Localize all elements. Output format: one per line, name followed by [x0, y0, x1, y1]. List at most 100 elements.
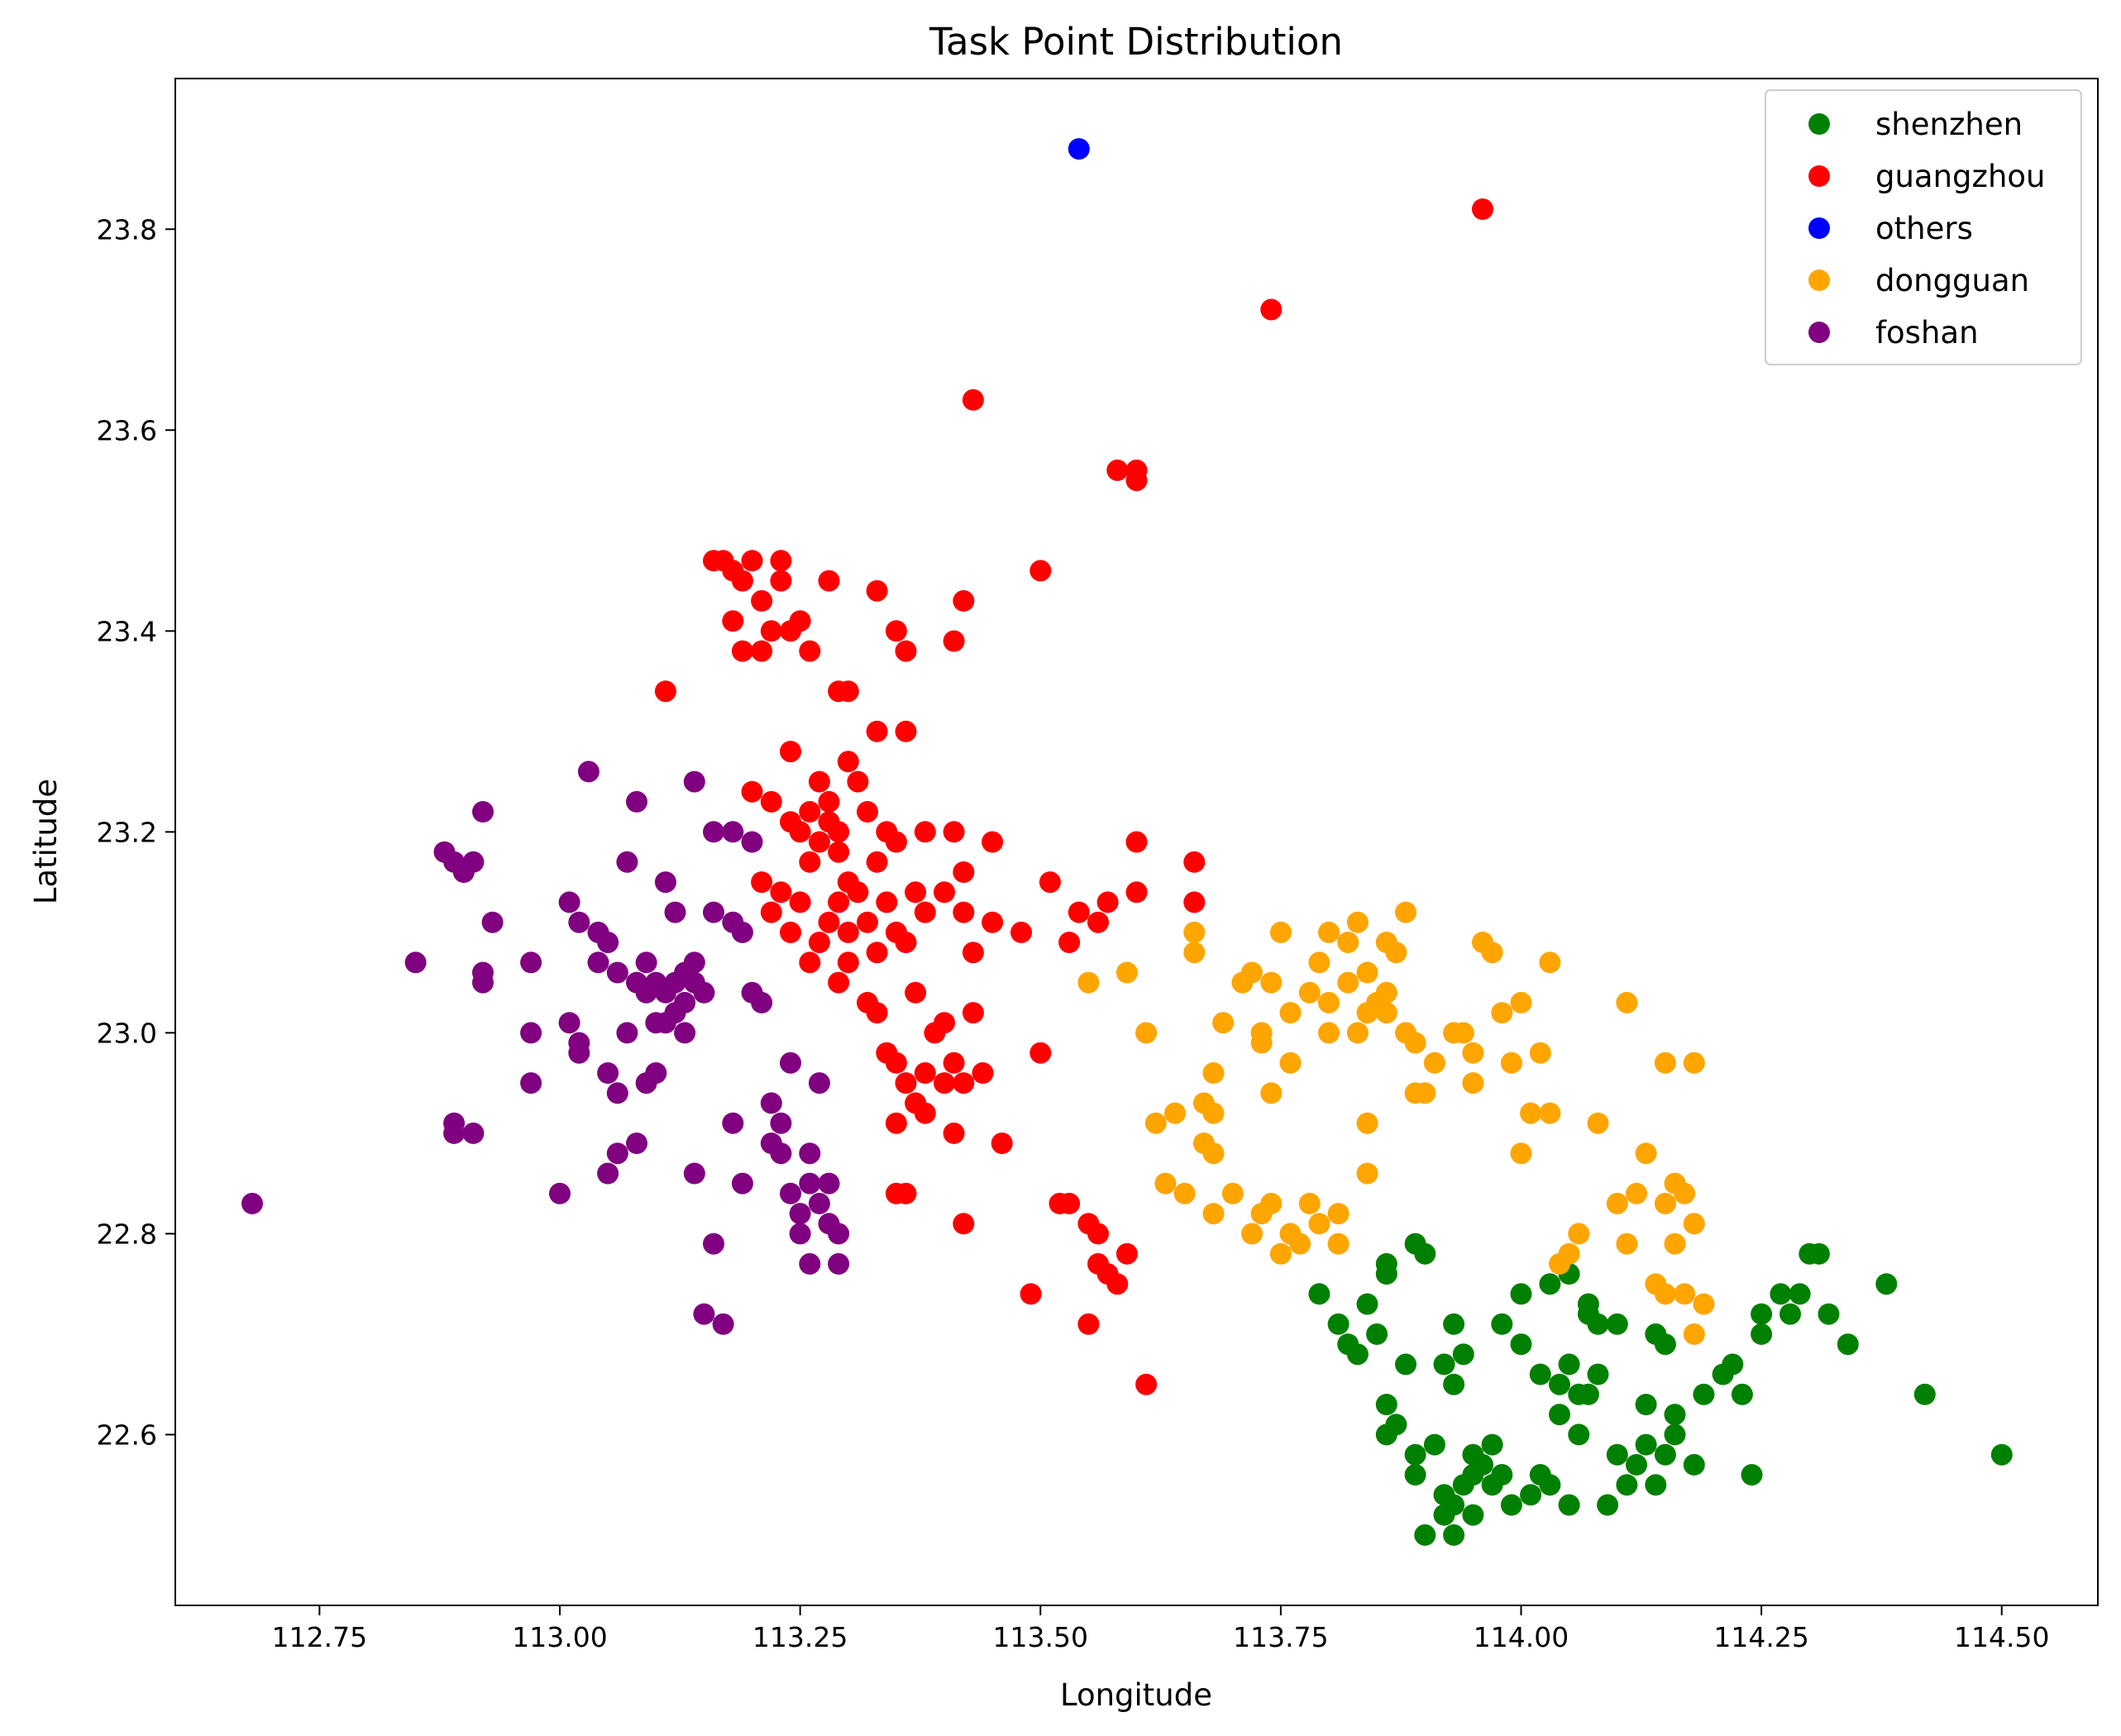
guangzhou-point: [895, 932, 917, 953]
dongguan-point: [1491, 1002, 1513, 1024]
dongguan-point: [1616, 1233, 1638, 1255]
foshan-point: [645, 1062, 667, 1084]
guangzhou-point: [866, 579, 888, 602]
guangzhou-point: [885, 1112, 907, 1134]
x-tick-label: 113.50: [993, 1621, 1088, 1653]
shenzhen-point: [1443, 1373, 1465, 1395]
dongguan-point: [1164, 1102, 1186, 1124]
dongguan-point: [1404, 1032, 1426, 1054]
foshan-point: [558, 891, 580, 913]
dongguan-point: [1202, 1062, 1225, 1084]
dongguan-point: [1683, 1213, 1705, 1235]
points-layer: [241, 138, 2013, 1546]
dongguan-point: [1539, 951, 1561, 974]
dongguan-point: [1318, 991, 1340, 1013]
foshan-point: [664, 1002, 686, 1024]
shenzhen-point: [1510, 1333, 1532, 1356]
dongguan-point: [1462, 1072, 1484, 1095]
guangzhou-point: [741, 550, 763, 572]
dongguan-point: [1587, 1112, 1609, 1134]
shenzhen-point: [1549, 1373, 1570, 1395]
guangzhou-point: [808, 932, 830, 953]
dongguan-point: [1481, 942, 1503, 964]
guangzhou-point: [934, 1012, 955, 1034]
shenzhen-point: [1520, 1484, 1542, 1506]
guangzhou-point: [760, 901, 782, 923]
foshan-point: [808, 1192, 830, 1214]
guangzhou-point: [1125, 881, 1148, 904]
guangzhou-point: [914, 1102, 936, 1124]
dongguan-point: [1241, 961, 1263, 984]
shenzhen-point: [1818, 1303, 1840, 1325]
x-axis-label: Longitude: [1060, 1677, 1212, 1713]
guangzhou-point: [799, 951, 821, 974]
foshan-point: [683, 971, 705, 994]
shenzhen-point: [1645, 1474, 1667, 1496]
guangzhou-point: [780, 921, 801, 943]
guangzhou-point: [741, 780, 763, 803]
foshan-point: [664, 901, 686, 923]
guangzhou-point: [828, 971, 850, 994]
dongguan-point: [1462, 1042, 1484, 1064]
dongguan-point: [1173, 1182, 1196, 1204]
shenzhen-point: [1654, 1333, 1676, 1356]
dongguan-point: [1202, 1102, 1225, 1124]
shenzhen-point: [1990, 1443, 2013, 1466]
dongguan-point: [1318, 921, 1340, 943]
guangzhou-point: [799, 851, 821, 873]
series-dongguan: [1077, 901, 1715, 1345]
y-tick-label: 23.6: [97, 414, 157, 446]
foshan-point: [645, 971, 667, 994]
guangzhou-point: [972, 1062, 994, 1084]
guangzhou-point: [857, 911, 878, 933]
shenzhen-point: [1529, 1464, 1551, 1486]
foshan-point: [597, 1162, 619, 1185]
guangzhou-point: [828, 821, 850, 843]
shenzhen-point: [1385, 1414, 1407, 1436]
x-tick-label: 113.25: [752, 1621, 848, 1653]
foshan-point: [520, 1072, 542, 1095]
legend-label-shenzhen: shenzhen: [1875, 107, 2023, 142]
guangzhou-point: [914, 901, 936, 923]
guangzhou-point: [1096, 891, 1119, 913]
guangzhou-point: [731, 640, 753, 662]
chart-title: Task Point Distribution: [929, 20, 1343, 64]
guangzhou-point: [1183, 851, 1206, 873]
y-tick-label: 22.6: [97, 1419, 157, 1451]
shenzhen-point: [1616, 1474, 1638, 1496]
foshan-point: [606, 1082, 628, 1104]
foshan-point: [626, 790, 647, 813]
guangzhou-point: [982, 831, 1004, 853]
foshan-point: [770, 1112, 792, 1134]
guangzhou-point: [1087, 1223, 1109, 1245]
dongguan-point: [1135, 1022, 1158, 1044]
shenzhen-point: [1577, 1383, 1599, 1405]
foshan-point: [481, 911, 504, 933]
guangzhou-point: [818, 911, 840, 933]
foshan-point: [770, 1142, 792, 1165]
legend-marker-others: [1808, 217, 1830, 239]
shenzhen-point: [1472, 1453, 1493, 1476]
dongguan-point: [1539, 1102, 1561, 1124]
dongguan-point: [1212, 1012, 1235, 1034]
guangzhou-point: [943, 1052, 965, 1074]
foshan-point: [241, 1192, 263, 1214]
guangzhou-point: [866, 851, 888, 873]
guangzhou-point: [828, 891, 850, 913]
guangzhou-point: [1472, 198, 1493, 220]
dongguan-point: [1346, 1022, 1369, 1044]
guangzhou-point: [953, 901, 975, 923]
x-axis-ticks: 112.75 113.00 113.25 113.50 113.75 114.00 114.…: [272, 1605, 2049, 1653]
dongguan-point: [1356, 1162, 1378, 1185]
foshan-point: [568, 1042, 590, 1064]
dongguan-point: [1356, 1112, 1378, 1134]
guangzhou-point: [1029, 560, 1052, 582]
foshan-point: [789, 1203, 811, 1225]
foshan-point: [780, 1182, 801, 1204]
shenzhen-point: [1481, 1433, 1503, 1456]
foshan-point: [703, 901, 724, 923]
foshan-point: [674, 1022, 696, 1044]
guangzhou-point: [866, 942, 888, 964]
dongguan-point: [1298, 981, 1321, 1004]
guangzhou-point: [1183, 891, 1206, 913]
